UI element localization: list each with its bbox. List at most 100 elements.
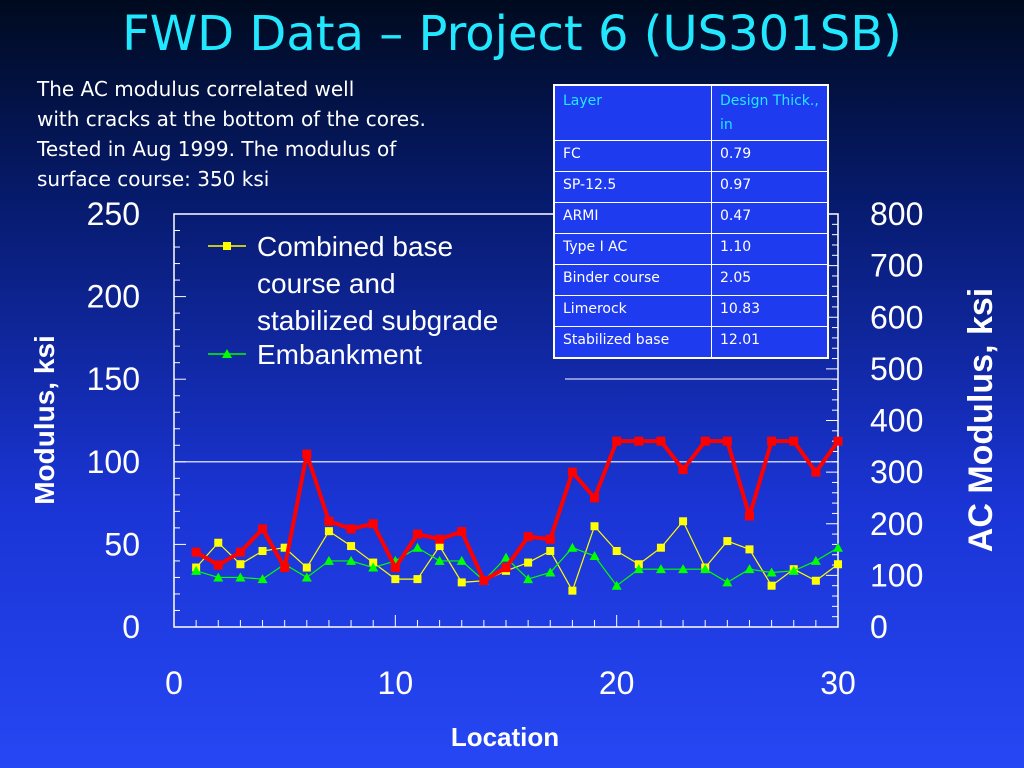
gridlines — [174, 378, 838, 463]
series-layer — [191, 436, 843, 595]
y2-tick-label: 600 — [870, 299, 923, 335]
data-point — [810, 555, 821, 565]
data-point — [412, 529, 422, 539]
data-point — [280, 563, 290, 573]
slide-title: FWD Data – Project 6 (US301SB) — [122, 6, 902, 62]
data-point — [302, 563, 311, 572]
y2-tick-label: 0 — [870, 609, 888, 645]
data-point — [347, 542, 356, 551]
data-point — [368, 562, 379, 572]
data-point — [633, 564, 644, 574]
data-point — [567, 467, 577, 477]
y-tick-label: 250 — [87, 196, 140, 232]
layer-thickness-table: Layer Design Thick., in FC 0.79 SP-12.5 0.… — [553, 84, 829, 359]
data-point — [634, 436, 644, 446]
note-line: Tested in Aug 1999. The modulus of — [37, 137, 397, 161]
data-point — [612, 547, 621, 556]
data-point — [191, 565, 202, 575]
note-line: with cracks at the bottom of the cores. — [37, 107, 426, 131]
cell-thickness: 12.01 — [711, 326, 829, 359]
data-point — [456, 555, 467, 565]
data-point — [744, 511, 754, 521]
data-point — [722, 577, 733, 587]
x-tick-label: 10 — [378, 665, 414, 701]
table-row: ARMI 0.47 — [553, 202, 829, 234]
data-point — [346, 524, 356, 534]
data-point — [788, 565, 799, 575]
data-point — [722, 436, 732, 446]
data-point — [191, 547, 201, 557]
data-point — [236, 560, 245, 569]
cell-layer: Limerock — [553, 295, 712, 327]
data-point — [258, 547, 267, 556]
legend-label: Combined base — [257, 231, 453, 262]
legend-label: stabilized subgrade — [257, 305, 498, 336]
data-point — [590, 522, 599, 531]
cell-layer: Stabilized base — [553, 326, 712, 359]
data-point — [213, 560, 223, 570]
data-point — [501, 552, 511, 562]
data-point — [413, 575, 422, 584]
data-point — [213, 572, 224, 582]
cell-thickness: 0.79 — [711, 140, 829, 172]
legend: Combined base course and stabilized subgra… — [208, 231, 498, 370]
legend-swatch-marker — [222, 349, 232, 358]
cell-layer: Binder course — [553, 264, 712, 296]
y-tick-label: 200 — [87, 279, 140, 315]
data-point — [833, 436, 843, 446]
data-point — [678, 564, 689, 574]
data-point — [235, 572, 246, 582]
y2-tick-label: 100 — [870, 557, 923, 593]
data-point — [612, 436, 622, 446]
data-point — [567, 542, 578, 552]
data-point — [568, 586, 577, 595]
y-tick-label: 100 — [87, 444, 140, 480]
data-point — [479, 576, 489, 586]
data-point — [745, 545, 754, 554]
note-line: The AC modulus correlated well — [37, 77, 355, 101]
legend-label: course and — [257, 268, 396, 299]
data-point — [235, 547, 245, 557]
y2-axis-label: AC Modulus, ksi — [962, 288, 1000, 552]
tick-labels: 0 10 20 30050100150200250010020030040050060… — [87, 196, 924, 701]
data-point — [323, 555, 334, 565]
data-point — [324, 527, 333, 536]
table-row: Limerock 10.83 — [553, 295, 829, 327]
data-point — [457, 526, 467, 536]
data-point — [214, 538, 223, 547]
data-point — [258, 524, 268, 534]
data-point — [611, 580, 622, 590]
data-point — [412, 542, 423, 552]
cell-thickness: 0.97 — [711, 171, 829, 203]
axis-ticks — [173, 213, 839, 628]
data-point — [368, 519, 378, 529]
data-point — [678, 465, 688, 475]
y2-tick-label: 800 — [870, 196, 923, 232]
data-point — [656, 543, 665, 552]
cell-thickness: 0.47 — [711, 202, 829, 234]
data-point — [457, 578, 466, 587]
y-tick-label: 50 — [104, 526, 140, 562]
y-tick-label: 150 — [87, 361, 140, 397]
data-point — [434, 555, 445, 565]
data-point — [590, 493, 600, 503]
y-axis-label: Modulus, ksi — [29, 335, 60, 505]
y2-tick-label: 700 — [870, 248, 923, 284]
data-point — [301, 572, 312, 582]
cell-thickness: 2.05 — [711, 264, 829, 296]
x-axis-label: Location — [451, 722, 559, 752]
slide-note: The AC modulus correlated well with crac… — [37, 74, 557, 194]
x-tick-label: 0 — [165, 665, 183, 701]
table-row: Type I AC 1.10 — [553, 233, 829, 265]
data-point — [767, 436, 777, 446]
data-point — [391, 575, 400, 584]
data-point — [767, 581, 776, 590]
data-point — [546, 547, 555, 556]
data-point — [766, 567, 777, 577]
data-point — [435, 542, 444, 551]
data-point — [744, 564, 755, 574]
legend-label: Embankment — [257, 339, 422, 370]
data-point — [501, 563, 511, 573]
data-point — [833, 542, 843, 552]
